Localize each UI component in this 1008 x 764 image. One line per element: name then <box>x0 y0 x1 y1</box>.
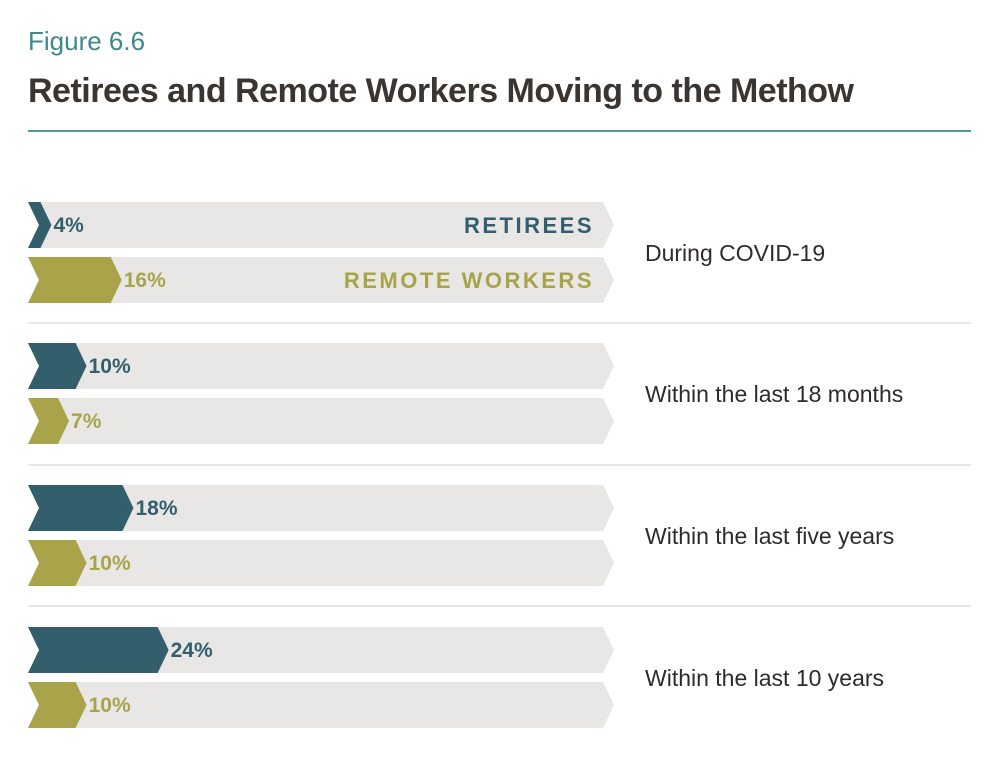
data-label: 4% <box>53 214 84 237</box>
legend-entry: RETIREES <box>464 213 594 238</box>
retirees-bar <box>28 485 134 531</box>
remote-workers-bar <box>28 257 122 303</box>
category-label: During COVID-19 <box>645 240 825 266</box>
bar-track <box>28 398 614 444</box>
data-label: 10% <box>89 694 131 717</box>
data-label: 18% <box>135 497 177 520</box>
category-label: Within the last 18 months <box>645 381 903 407</box>
bar-track <box>28 343 614 389</box>
data-label: 10% <box>89 355 131 378</box>
retirees-bar <box>28 343 87 389</box>
data-label: 10% <box>89 552 131 575</box>
category-label: Within the last five years <box>645 523 894 549</box>
figure-label: Figure 6.6 <box>28 26 146 56</box>
data-label: 7% <box>71 410 102 433</box>
bar-track <box>28 627 614 673</box>
data-label: 24% <box>171 639 213 662</box>
bar-track <box>28 485 614 531</box>
remote-workers-bar <box>28 398 70 444</box>
chart-title: Retirees and Remote Workers Moving to th… <box>28 72 854 110</box>
title-divider <box>28 130 971 132</box>
data-label: 16% <box>124 269 166 292</box>
remote-workers-bar <box>28 682 87 728</box>
category-label: Within the last 10 years <box>645 665 884 691</box>
retirees-bar <box>28 627 169 673</box>
bar-track <box>28 540 614 586</box>
remote-workers-bar <box>28 540 87 586</box>
bar-track <box>28 257 614 303</box>
retirees-bar <box>28 202 52 248</box>
bar-track <box>28 682 614 728</box>
bar-track <box>28 202 614 248</box>
legend-entry: REMOTE WORKERS <box>344 268 594 293</box>
